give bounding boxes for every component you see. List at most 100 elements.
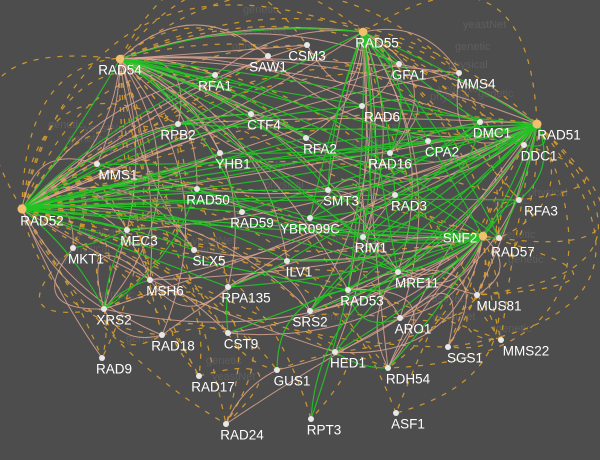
physical-edge (119, 58, 288, 262)
graph-node[interactable] (274, 367, 280, 373)
graph-node[interactable] (265, 53, 271, 59)
graph-node[interactable] (284, 258, 290, 264)
graph-node[interactable] (397, 315, 403, 321)
coexpression-edge (518, 123, 545, 201)
graph-node[interactable] (395, 269, 401, 275)
graph-node[interactable] (212, 72, 218, 78)
graph-node[interactable] (159, 332, 165, 338)
physical-edge (21, 72, 460, 210)
graph-node[interactable] (345, 287, 351, 293)
graph-node[interactable] (303, 135, 309, 141)
genetic-edge (21, 198, 397, 414)
graph-node[interactable] (70, 245, 76, 251)
node-label: MSH6 (146, 284, 184, 299)
node-label: MMS22 (503, 344, 550, 359)
graph-node[interactable] (196, 373, 202, 379)
coexpression-edge (362, 121, 481, 238)
coexpression-edge (227, 260, 288, 288)
graph-node[interactable] (425, 138, 431, 144)
graph-node[interactable] (217, 150, 223, 156)
physical-edge (21, 208, 103, 359)
coexpression-edge (286, 123, 538, 262)
node-label: MEC3 (120, 234, 158, 249)
graph-node[interactable] (359, 103, 365, 109)
physical-edge (334, 235, 484, 354)
coexpression-edge (119, 58, 329, 191)
graph-node[interactable] (175, 121, 181, 127)
physical-edge (399, 235, 484, 319)
graph-node[interactable] (521, 142, 527, 148)
coexpression-edge (362, 31, 500, 239)
coexpression-edge (21, 121, 481, 210)
graph-node[interactable] (239, 209, 245, 215)
physical-edge (476, 235, 501, 296)
graph-node[interactable] (147, 277, 153, 283)
graph-node[interactable] (445, 344, 451, 350)
genetic-edge (0, 55, 121, 210)
graph-node[interactable] (194, 186, 200, 192)
graph-node[interactable] (308, 416, 314, 422)
graph-node[interactable] (223, 421, 229, 427)
graph-node[interactable] (325, 187, 331, 193)
node-label: CPA2 (425, 145, 459, 160)
graph-node[interactable] (392, 192, 398, 198)
node-label: RFA2 (303, 142, 337, 157)
node-label: SRS2 (292, 315, 327, 330)
coexpression-edge (362, 31, 484, 237)
graph-node[interactable] (307, 308, 313, 314)
graph-node[interactable] (191, 247, 197, 253)
genetic-edge (119, 58, 229, 334)
graph-node[interactable] (498, 337, 504, 343)
graph-node[interactable] (387, 150, 393, 156)
graph-node[interactable] (393, 410, 399, 416)
coexpression-edge (347, 289, 401, 323)
graph-node[interactable] (478, 231, 488, 241)
genetic-edge (387, 123, 570, 369)
graph-node[interactable] (477, 119, 483, 125)
coexpression-edge (347, 31, 365, 291)
node-label: CST9 (224, 337, 259, 352)
coexpression-edge (286, 235, 484, 262)
graph-node[interactable] (516, 197, 522, 203)
graph-node[interactable] (17, 204, 27, 214)
physical-edge (149, 235, 484, 281)
graph-node[interactable] (496, 235, 502, 241)
graph-node[interactable] (124, 227, 130, 233)
graph-node[interactable] (304, 42, 310, 48)
graph-node[interactable] (94, 161, 100, 167)
physical-edge (119, 58, 187, 336)
graph-node[interactable] (358, 27, 368, 37)
graph-node[interactable] (225, 284, 231, 290)
node-label: RAD51 (537, 128, 581, 143)
watermark-text: physical (528, 187, 568, 199)
node-label: RAD52 (20, 214, 64, 229)
genetic-edge (103, 308, 163, 346)
node-layer[interactable] (17, 27, 542, 427)
graph-node[interactable] (225, 330, 231, 336)
graph-node[interactable] (99, 355, 105, 361)
graph-node[interactable] (385, 365, 391, 371)
node-label: RAD53 (340, 294, 384, 309)
graph-node[interactable] (115, 54, 125, 64)
graph-node[interactable] (474, 292, 480, 298)
graph-node[interactable] (532, 119, 542, 129)
graph-node[interactable] (248, 111, 254, 117)
graph-node[interactable] (396, 61, 402, 67)
genetic-edge (21, 208, 312, 420)
coexpression-edge (21, 205, 288, 262)
graph-node[interactable] (456, 70, 462, 76)
watermark-text: genetic (500, 229, 536, 241)
graph-node[interactable] (332, 349, 338, 355)
node-label: ASF1 (391, 417, 425, 432)
genetic-edge (362, 0, 538, 125)
graph-node[interactable] (307, 215, 313, 221)
coexpression-edge (482, 199, 520, 237)
genetic-edge (119, 58, 163, 336)
graph-node[interactable] (360, 234, 366, 240)
physical-edge (225, 369, 278, 425)
node-label: CTF4 (247, 118, 281, 133)
graph-node[interactable] (101, 306, 107, 312)
